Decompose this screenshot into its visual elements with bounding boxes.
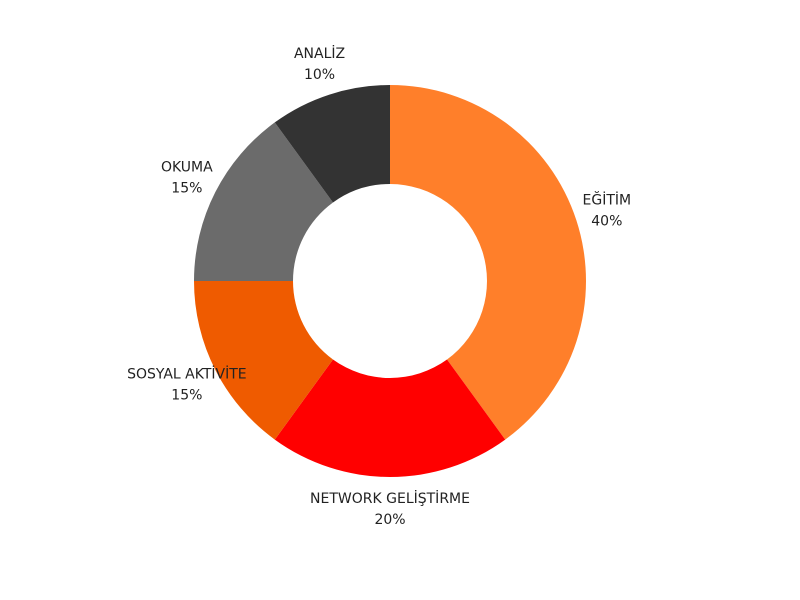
slice-value-label: 40% — [591, 214, 622, 230]
donut-slice — [194, 122, 333, 281]
donut-slice — [390, 85, 586, 440]
donut-slice — [274, 85, 390, 203]
slice-label: SOSYAL AKTİVİTE — [127, 365, 247, 383]
donut-slice — [194, 281, 333, 440]
slice-label: OKUMA — [161, 159, 213, 175]
slice-label: NETWORK GELİŞTİRME — [310, 489, 470, 507]
slice-label: EĞİTİM — [583, 191, 632, 209]
slice-label: ANALİZ — [294, 44, 345, 62]
slice-value-label: 20% — [374, 512, 405, 528]
slice-value-label: 15% — [171, 180, 202, 196]
donut-slice — [274, 359, 506, 477]
slice-value-label: 15% — [171, 388, 202, 404]
slice-value-label: 10% — [304, 67, 335, 83]
